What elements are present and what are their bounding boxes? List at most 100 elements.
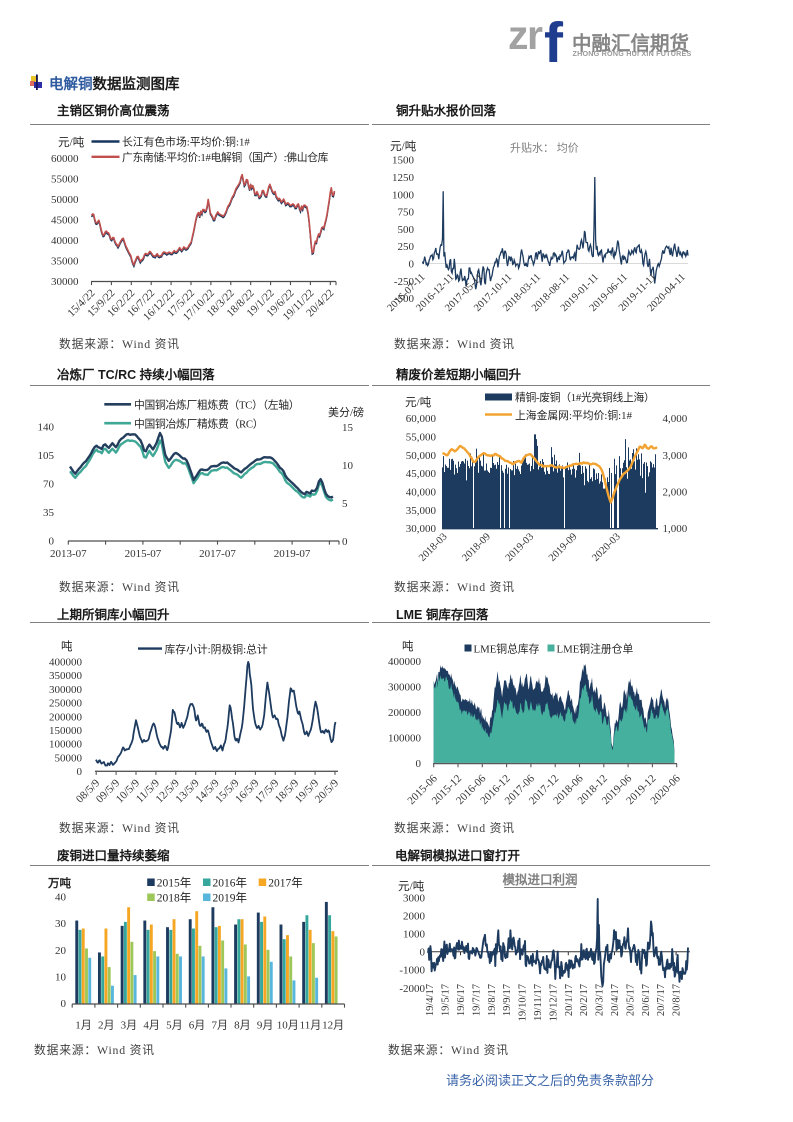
svg-text:20/3/17: 20/3/17 bbox=[595, 984, 606, 1016]
svg-text:750: 750 bbox=[398, 207, 415, 219]
svg-text:长江有色市场:平均价:铜:1#: 长江有色市场:平均价:铜:1# bbox=[122, 135, 250, 149]
svg-text:广东南储:平均价:1#电解铜（国产）:佛山仓库: 广东南储:平均价:1#电解铜（国产）:佛山仓库 bbox=[122, 150, 329, 164]
svg-text:库存小计:阴极铜:总计: 库存小计:阴极铜:总计 bbox=[165, 642, 268, 656]
svg-text:55000: 55000 bbox=[51, 173, 79, 185]
svg-text:19/5/17: 19/5/17 bbox=[441, 984, 452, 1016]
svg-text:2018-03: 2018-03 bbox=[417, 531, 450, 564]
svg-text:模拟进口利润: 模拟进口利润 bbox=[502, 872, 577, 887]
svg-text:400000: 400000 bbox=[388, 656, 422, 668]
svg-text:3月: 3月 bbox=[121, 1020, 138, 1032]
svg-text:2017年: 2017年 bbox=[268, 876, 303, 890]
svg-text:60,000: 60,000 bbox=[406, 413, 437, 425]
svg-text:精铜-废铜（1#光亮铜线上海）: 精铜-废铜（1#光亮铜线上海） bbox=[515, 390, 654, 404]
svg-text:8月: 8月 bbox=[234, 1020, 251, 1032]
svg-text:4月: 4月 bbox=[143, 1020, 160, 1032]
svg-text:3000: 3000 bbox=[403, 892, 426, 904]
svg-text:1000: 1000 bbox=[392, 189, 415, 201]
svg-text:中国铜冶炼厂粗炼费（TC）（左轴）: 中国铜冶炼厂粗炼费（TC）（左轴） bbox=[134, 398, 299, 412]
svg-text:美分/磅: 美分/磅 bbox=[328, 405, 364, 419]
svg-text:上海金属网:平均价:铜:1#: 上海金属网:平均价:铜:1# bbox=[515, 408, 633, 422]
svg-text:150000: 150000 bbox=[49, 725, 83, 737]
svg-text:20/6/17: 20/6/17 bbox=[641, 984, 652, 1016]
svg-text:2019-07: 2019-07 bbox=[274, 548, 311, 560]
svg-text:万吨: 万吨 bbox=[47, 876, 71, 890]
svg-text:100000: 100000 bbox=[388, 732, 422, 744]
svg-text:0: 0 bbox=[420, 947, 426, 959]
svg-text:350000: 350000 bbox=[49, 670, 83, 682]
svg-text:1月: 1月 bbox=[75, 1020, 92, 1032]
svg-text:20/5/9: 20/5/9 bbox=[313, 777, 342, 806]
svg-text:LME铜总库存: LME铜总库存 bbox=[474, 641, 540, 655]
svg-text:50,000: 50,000 bbox=[406, 450, 437, 462]
svg-text:20/7/17: 20/7/17 bbox=[656, 984, 667, 1016]
svg-text:0: 0 bbox=[416, 758, 422, 770]
svg-text:0: 0 bbox=[77, 766, 83, 778]
svg-text:2015年: 2015年 bbox=[157, 876, 192, 890]
svg-text:200000: 200000 bbox=[49, 711, 83, 723]
svg-text:6月: 6月 bbox=[189, 1020, 206, 1032]
svg-text:2,000: 2,000 bbox=[663, 487, 688, 499]
svg-text:250000: 250000 bbox=[49, 698, 83, 710]
svg-text:60000: 60000 bbox=[51, 153, 79, 165]
svg-text:20/8/17: 20/8/17 bbox=[672, 984, 683, 1016]
svg-text:1250: 1250 bbox=[392, 172, 415, 184]
svg-text:35,000: 35,000 bbox=[406, 505, 437, 517]
svg-text:19/6/17: 19/6/17 bbox=[456, 984, 467, 1016]
svg-text:19/7/17: 19/7/17 bbox=[471, 984, 482, 1016]
svg-text:10: 10 bbox=[342, 460, 354, 472]
svg-text:0: 0 bbox=[61, 998, 67, 1010]
svg-text:1,000: 1,000 bbox=[663, 523, 688, 535]
svg-text:50000: 50000 bbox=[55, 752, 83, 764]
svg-text:5月: 5月 bbox=[166, 1020, 183, 1032]
svg-text:12月: 12月 bbox=[322, 1020, 344, 1032]
svg-text:中国铜冶炼厂精炼费（RC）: 中国铜冶炼厂精炼费（RC） bbox=[134, 416, 263, 430]
svg-text:7月: 7月 bbox=[211, 1020, 228, 1032]
svg-text:40,000: 40,000 bbox=[406, 487, 437, 499]
svg-text:100000: 100000 bbox=[49, 739, 83, 751]
svg-text:20/4/17: 20/4/17 bbox=[610, 984, 621, 1016]
svg-text:250: 250 bbox=[398, 241, 415, 253]
svg-text:40: 40 bbox=[55, 892, 67, 904]
svg-text:LME铜注册仓单: LME铜注册仓单 bbox=[557, 641, 634, 655]
svg-text:30,000: 30,000 bbox=[406, 523, 437, 535]
svg-text:吨: 吨 bbox=[61, 640, 73, 653]
svg-text:3,000: 3,000 bbox=[663, 450, 688, 462]
svg-text:吨: 吨 bbox=[402, 640, 414, 653]
svg-text:10: 10 bbox=[55, 971, 67, 983]
svg-text:2020-03: 2020-03 bbox=[590, 531, 623, 564]
svg-text:19/4/17: 19/4/17 bbox=[425, 984, 436, 1016]
svg-text:30000: 30000 bbox=[51, 276, 79, 288]
svg-text:元/吨: 元/吨 bbox=[405, 396, 432, 409]
svg-text:元/吨: 元/吨 bbox=[398, 880, 425, 893]
svg-text:45000: 45000 bbox=[51, 214, 79, 226]
svg-text:0: 0 bbox=[49, 536, 55, 548]
svg-text:2016年: 2016年 bbox=[213, 876, 248, 890]
svg-text:2019-03: 2019-03 bbox=[504, 531, 537, 564]
svg-text:-500: -500 bbox=[394, 293, 415, 305]
svg-text:300000: 300000 bbox=[388, 681, 422, 693]
svg-text:1000: 1000 bbox=[403, 929, 426, 941]
svg-text:2019-09: 2019-09 bbox=[547, 531, 580, 564]
svg-text:元/吨: 元/吨 bbox=[58, 136, 85, 149]
svg-text:2015-07: 2015-07 bbox=[125, 548, 162, 560]
svg-text:2018-09: 2018-09 bbox=[460, 531, 493, 564]
svg-text:300000: 300000 bbox=[49, 684, 83, 696]
svg-text:5: 5 bbox=[342, 498, 348, 510]
svg-text:500: 500 bbox=[398, 224, 415, 236]
svg-text:70: 70 bbox=[43, 479, 55, 491]
svg-text:200000: 200000 bbox=[388, 707, 422, 719]
svg-text:35: 35 bbox=[43, 507, 55, 519]
svg-text:19/9/17: 19/9/17 bbox=[502, 984, 513, 1016]
svg-text:2013-07: 2013-07 bbox=[50, 548, 87, 560]
svg-text:15: 15 bbox=[342, 422, 354, 434]
svg-text:20/1/17: 20/1/17 bbox=[564, 984, 575, 1016]
svg-text:升贴水： 均价: 升贴水： 均价 bbox=[510, 141, 579, 155]
svg-text:45,000: 45,000 bbox=[406, 468, 437, 480]
svg-text:55,000: 55,000 bbox=[406, 432, 437, 444]
svg-text:2000: 2000 bbox=[403, 910, 426, 922]
svg-text:10月: 10月 bbox=[277, 1020, 299, 1032]
svg-text:40000: 40000 bbox=[51, 235, 79, 247]
svg-text:19/11/17: 19/11/17 bbox=[533, 984, 544, 1021]
svg-text:35000: 35000 bbox=[51, 256, 79, 268]
svg-text:9月: 9月 bbox=[257, 1020, 274, 1032]
